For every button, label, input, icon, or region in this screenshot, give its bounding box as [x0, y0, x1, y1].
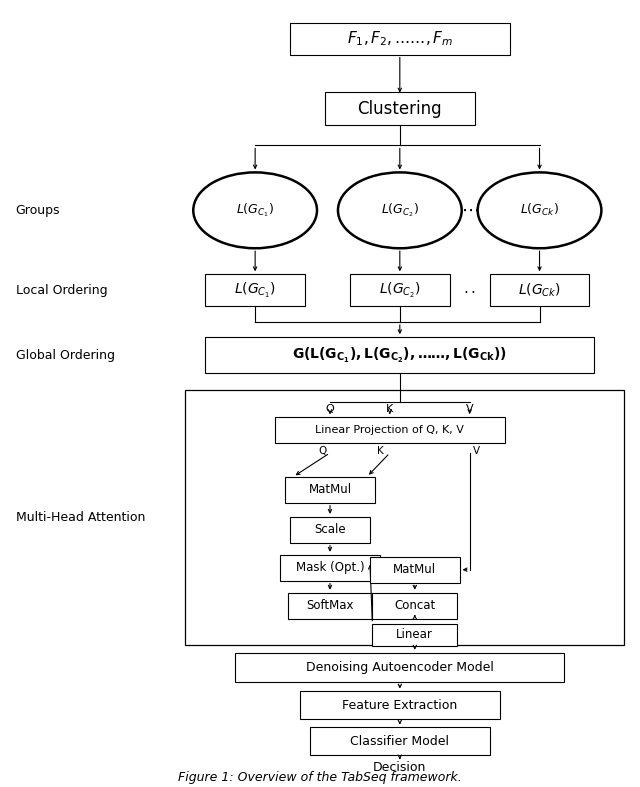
- Bar: [290, 517, 370, 543]
- Text: Mask (Opt.): Mask (Opt.): [296, 561, 364, 575]
- Ellipse shape: [193, 172, 317, 248]
- Bar: [300, 692, 500, 719]
- Text: $\cdot\cdot$: $\cdot\cdot$: [463, 283, 476, 297]
- Bar: [235, 652, 564, 682]
- Bar: [280, 555, 380, 581]
- Bar: [372, 623, 457, 645]
- Text: Figure 1: Overview of the TabSeq framework.: Figure 1: Overview of the TabSeq framewo…: [178, 771, 462, 785]
- Text: Q: Q: [326, 404, 334, 414]
- Bar: [287, 593, 372, 619]
- Text: $L(G_{C_1})$: $L(G_{C_1})$: [236, 201, 274, 219]
- Text: Clustering: Clustering: [358, 99, 442, 117]
- Bar: [285, 477, 375, 503]
- Bar: [490, 274, 589, 306]
- Text: $F_1, F_2,\ldots\ldots,F_m$: $F_1, F_2,\ldots\ldots,F_m$: [347, 29, 453, 48]
- Bar: [290, 23, 509, 54]
- Ellipse shape: [477, 172, 602, 248]
- Text: K: K: [386, 404, 394, 414]
- Text: V: V: [466, 404, 474, 414]
- Text: Global Ordering: Global Ordering: [15, 349, 115, 361]
- Bar: [350, 274, 450, 306]
- Text: V: V: [473, 446, 480, 456]
- Text: $\mathbf{G(L(G_{C_1}), L(G_{C_2}),\ldots\ldots, L(G_{Ck}))}$: $\mathbf{G(L(G_{C_1}), L(G_{C_2}),\ldots…: [292, 345, 508, 364]
- Text: K: K: [377, 446, 384, 456]
- Text: Decision: Decision: [373, 761, 426, 774]
- Text: $L(G_{C_1})$: $L(G_{C_1})$: [234, 281, 276, 300]
- Bar: [325, 91, 475, 125]
- Text: Local Ordering: Local Ordering: [15, 283, 108, 297]
- Bar: [205, 274, 305, 306]
- Text: $L(G_{C_2})$: $L(G_{C_2})$: [381, 201, 419, 219]
- Text: Classifier Model: Classifier Model: [350, 735, 449, 748]
- Text: $L(G_{C_2})$: $L(G_{C_2})$: [379, 281, 420, 300]
- Text: Feature Extraction: Feature Extraction: [342, 699, 458, 712]
- Text: $\cdots$: $\cdots$: [461, 201, 479, 220]
- Bar: [275, 417, 504, 443]
- Text: $L(G_{Ck})$: $L(G_{Ck})$: [518, 282, 561, 299]
- Text: MatMul: MatMul: [393, 563, 436, 576]
- Bar: [205, 337, 595, 373]
- Text: MatMul: MatMul: [308, 483, 351, 497]
- Text: Denoising Autoencoder Model: Denoising Autoencoder Model: [306, 661, 494, 674]
- Bar: [310, 727, 490, 756]
- Text: Concat: Concat: [394, 599, 435, 612]
- Bar: [372, 593, 457, 619]
- Ellipse shape: [338, 172, 461, 248]
- Bar: [370, 556, 460, 582]
- Bar: [186, 390, 625, 645]
- Text: SoftMax: SoftMax: [306, 599, 354, 612]
- Text: Multi-Head Attention: Multi-Head Attention: [15, 511, 145, 524]
- Text: Linear Projection of Q, K, V: Linear Projection of Q, K, V: [316, 425, 464, 435]
- Text: $L(G_{Ck})$: $L(G_{Ck})$: [520, 202, 559, 218]
- Text: Scale: Scale: [314, 523, 346, 536]
- Text: Q: Q: [319, 446, 327, 456]
- Text: Linear: Linear: [396, 628, 433, 641]
- Text: Groups: Groups: [15, 204, 60, 217]
